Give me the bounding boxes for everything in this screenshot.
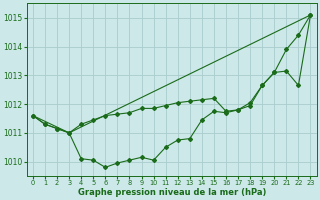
X-axis label: Graphe pression niveau de la mer (hPa): Graphe pression niveau de la mer (hPa) (77, 188, 266, 197)
